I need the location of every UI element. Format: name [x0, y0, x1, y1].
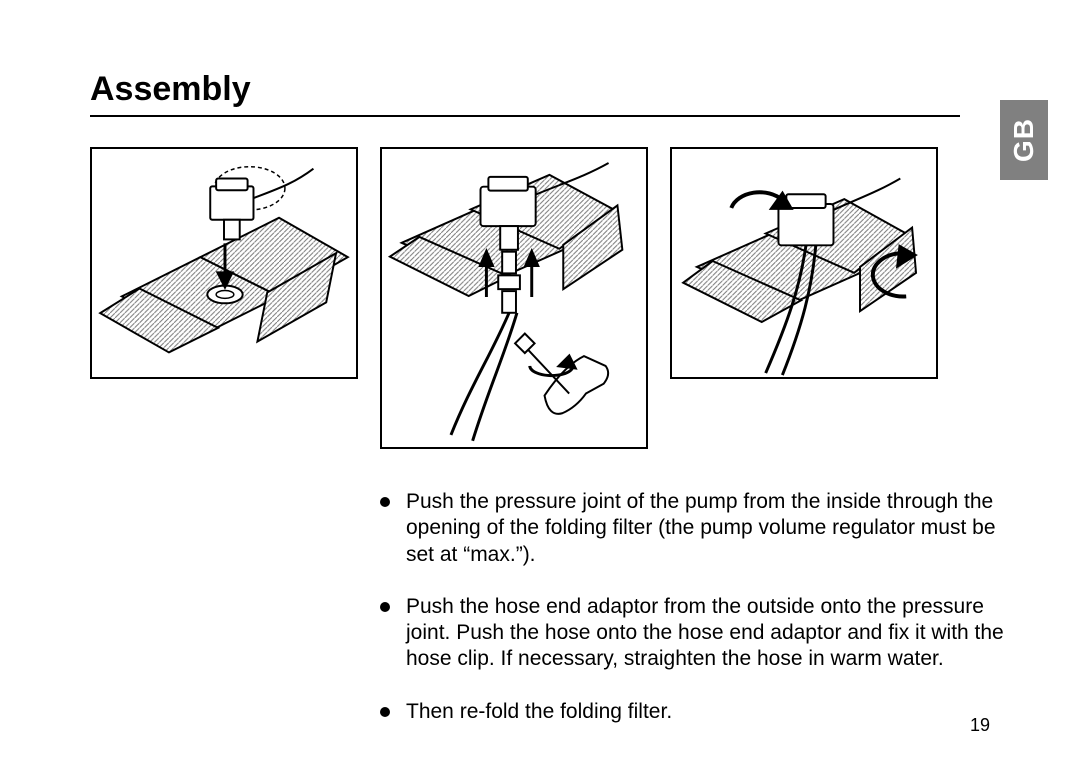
page-title: Assembly [90, 70, 960, 109]
instruction-text: Push the hose end adaptor from the outsi… [406, 595, 1004, 671]
title-block: Assembly [90, 70, 960, 117]
figure-3 [670, 147, 938, 379]
figure-2 [380, 147, 648, 449]
language-tab-label: GB [1008, 118, 1040, 162]
instruction-text: Then re-fold the folding filter. [406, 700, 672, 723]
language-tab: GB [1000, 100, 1048, 180]
manual-page: Assembly GB [0, 0, 1080, 766]
figure-row [90, 147, 1010, 449]
instruction-list: Push the pressure joint of the pump from… [380, 489, 1020, 725]
instruction-item: Push the pressure joint of the pump from… [380, 489, 1020, 568]
instruction-item: Then re-fold the folding filter. [380, 699, 1020, 725]
instruction-item: Push the hose end adaptor from the outsi… [380, 594, 1020, 673]
figure-1 [90, 147, 358, 379]
instruction-text: Push the pressure joint of the pump from… [406, 490, 996, 566]
page-number: 19 [970, 715, 990, 736]
